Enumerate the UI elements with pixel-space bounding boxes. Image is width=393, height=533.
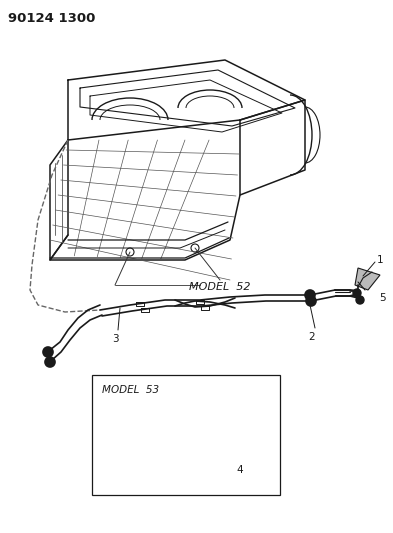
Text: MODEL  53: MODEL 53 — [102, 385, 159, 395]
Ellipse shape — [353, 289, 361, 297]
Text: 90124 1300: 90124 1300 — [8, 12, 95, 25]
Ellipse shape — [306, 296, 316, 306]
Ellipse shape — [356, 296, 364, 304]
Text: 3: 3 — [112, 334, 118, 344]
Bar — [92, 375, 280, 495]
Ellipse shape — [252, 438, 262, 448]
Ellipse shape — [43, 347, 53, 357]
Polygon shape — [355, 268, 380, 290]
Ellipse shape — [45, 357, 55, 367]
Ellipse shape — [305, 290, 315, 300]
Text: 2: 2 — [309, 332, 315, 342]
Ellipse shape — [250, 425, 260, 435]
Text: 5: 5 — [379, 293, 385, 303]
Text: 4: 4 — [237, 465, 243, 475]
Text: 1: 1 — [377, 255, 384, 265]
Ellipse shape — [190, 447, 200, 457]
Text: MODEL  52: MODEL 52 — [189, 282, 251, 292]
Ellipse shape — [192, 432, 202, 442]
